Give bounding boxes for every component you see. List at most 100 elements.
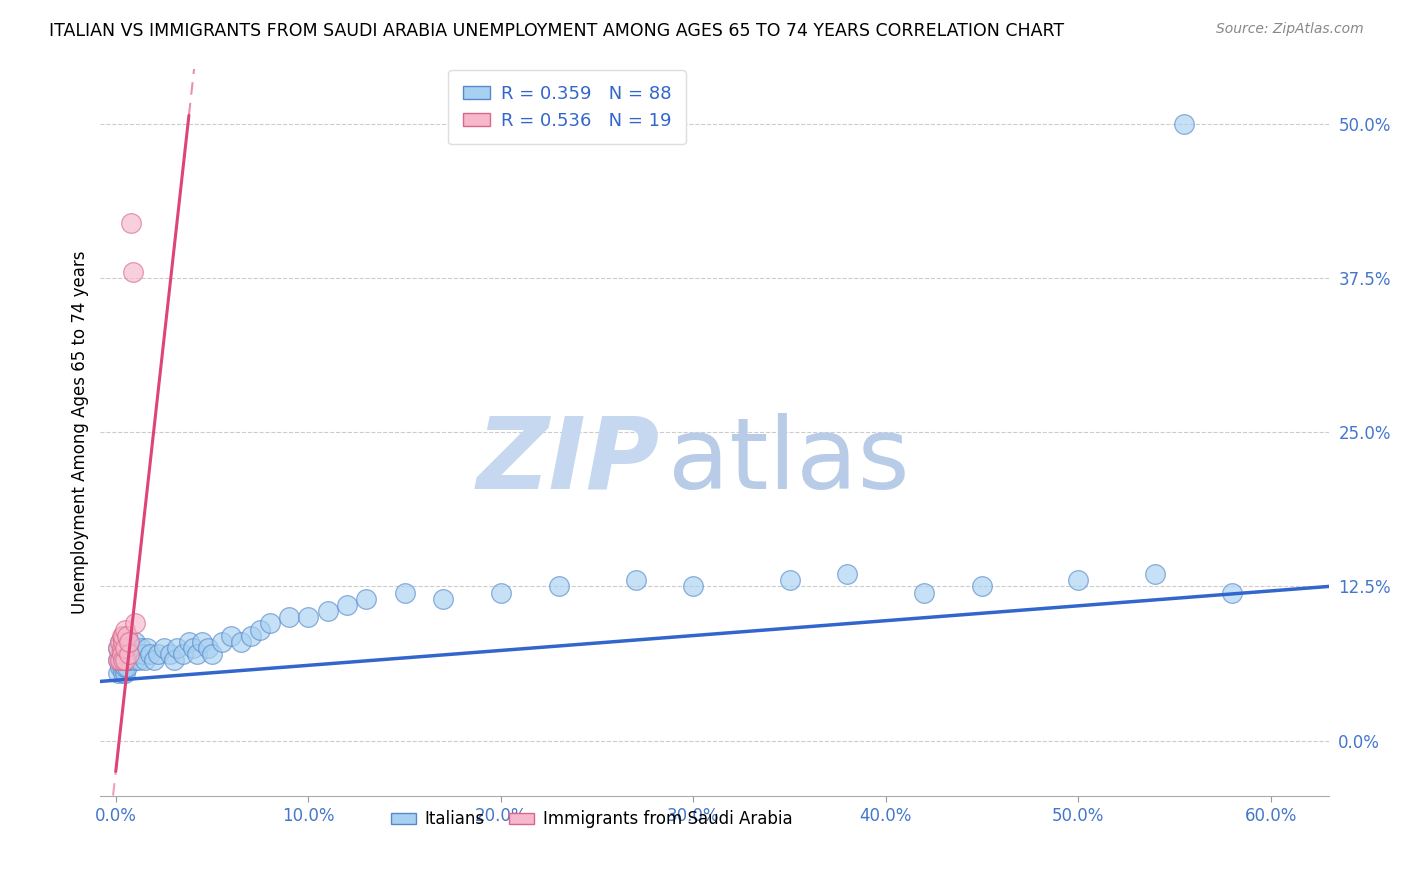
Point (489, 585, 512, 599)
Point (118, 647, 141, 661)
Legend: Italians, Immigrants from Saudi Arabia: Italians, Immigrants from Saudi Arabia (384, 804, 799, 835)
Point (107, 641, 129, 656)
Point (124, 653, 146, 667)
Point (837, 567, 859, 582)
Point (110, 629, 132, 643)
Point (125, 647, 148, 661)
Point (128, 653, 150, 667)
Point (1173, 117, 1195, 131)
Point (107, 653, 129, 667)
Point (114, 641, 136, 656)
Point (1144, 567, 1167, 582)
Point (547, 579, 569, 593)
Point (249, 623, 271, 637)
Point (114, 647, 136, 661)
Point (191, 635, 214, 649)
Point (117, 635, 139, 649)
Point (432, 591, 454, 606)
Point (135, 641, 157, 656)
Point (110, 659, 132, 673)
Point (112, 653, 135, 667)
Point (114, 641, 136, 656)
Point (107, 653, 129, 667)
Point (112, 653, 135, 667)
Text: atlas: atlas (668, 413, 910, 510)
Point (118, 635, 141, 649)
Point (108, 659, 131, 673)
Point (114, 635, 136, 649)
Point (114, 641, 136, 656)
Point (117, 629, 139, 643)
Point (229, 635, 252, 649)
Point (107, 665, 129, 680)
Text: ITALIAN VS IMMIGRANTS FROM SAUDI ARABIA UNEMPLOYMENT AMONG AGES 65 TO 74 YEARS C: ITALIAN VS IMMIGRANTS FROM SAUDI ARABIA … (49, 22, 1064, 40)
Point (181, 641, 204, 656)
Point (114, 653, 136, 667)
Point (354, 591, 377, 606)
Point (118, 641, 141, 656)
Point (779, 574, 801, 588)
Point (117, 653, 139, 667)
Point (134, 653, 156, 667)
Point (117, 641, 139, 656)
Point (197, 641, 219, 656)
Point (143, 653, 166, 667)
Point (114, 647, 136, 661)
Y-axis label: Unemployment Among Ages 65 to 74 years: Unemployment Among Ages 65 to 74 years (72, 251, 89, 614)
Point (108, 635, 131, 649)
Point (112, 665, 135, 680)
Point (122, 641, 145, 656)
Point (118, 647, 141, 661)
Point (186, 647, 208, 661)
Point (117, 653, 139, 667)
Point (682, 579, 704, 593)
Point (114, 653, 136, 667)
Point (297, 610, 319, 624)
Point (211, 635, 233, 649)
Point (118, 653, 141, 667)
Point (114, 647, 136, 661)
Point (110, 653, 132, 667)
Point (278, 610, 301, 624)
Point (1067, 574, 1090, 588)
Point (112, 629, 135, 643)
Point (219, 629, 242, 643)
Point (107, 641, 129, 656)
Point (114, 665, 136, 680)
Point (124, 635, 146, 649)
Point (114, 635, 136, 649)
Point (177, 635, 200, 649)
Point (110, 647, 132, 661)
Point (108, 635, 131, 649)
Point (159, 647, 181, 661)
Point (624, 574, 647, 588)
Point (131, 647, 153, 661)
Point (108, 653, 131, 667)
Point (146, 647, 169, 661)
Point (108, 653, 131, 667)
Text: ZIP: ZIP (477, 413, 659, 510)
Point (129, 641, 152, 656)
Point (172, 647, 194, 661)
Point (108, 647, 131, 661)
Point (201, 647, 224, 661)
Point (316, 604, 339, 618)
Point (120, 647, 142, 661)
Point (114, 635, 136, 649)
Point (259, 616, 281, 631)
Point (110, 641, 132, 656)
Point (122, 265, 145, 279)
Point (112, 641, 135, 656)
Point (162, 653, 184, 667)
Point (114, 641, 136, 656)
Point (239, 629, 262, 643)
Point (114, 659, 136, 673)
Point (117, 659, 139, 673)
Point (112, 635, 135, 649)
Point (166, 641, 188, 656)
Point (1222, 585, 1244, 599)
Point (114, 623, 136, 637)
Point (336, 598, 359, 612)
Point (110, 641, 132, 656)
Point (139, 647, 162, 661)
